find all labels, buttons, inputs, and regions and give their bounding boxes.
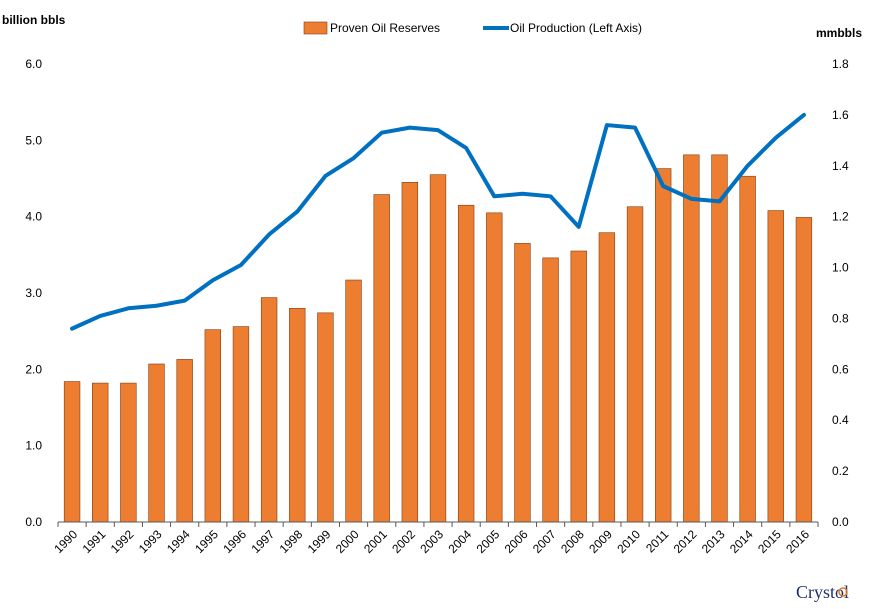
x-tick-label: 1990 (51, 527, 80, 556)
x-tick-label: 2004 (445, 527, 474, 556)
x-tick-label: 2014 (727, 527, 756, 556)
right-tick-label: 0.2 (832, 464, 849, 478)
bar (92, 382, 109, 523)
left-tick-label: 6.0 (25, 57, 42, 71)
bar (317, 312, 334, 523)
right-tick-label: 0.0 (832, 515, 849, 529)
production-line (70, 112, 806, 331)
bar (345, 279, 362, 523)
x-tick-label: 2008 (558, 527, 587, 556)
bar (148, 363, 165, 523)
bar (289, 307, 306, 523)
bar (542, 257, 559, 523)
left-tick-label: 1.0 (25, 439, 42, 453)
right-tick-label: 0.4 (832, 413, 849, 427)
x-tick-label: 2001 (361, 527, 390, 556)
bar (711, 154, 728, 523)
bar (401, 182, 419, 523)
bar (457, 204, 475, 523)
bar (654, 168, 672, 523)
x-tick-label: 1993 (136, 527, 165, 556)
x-tick-label: 2012 (671, 527, 700, 556)
right-tick-label: 1.8 (832, 57, 849, 71)
x-tick-label: 2000 (333, 527, 362, 556)
bar (232, 326, 250, 523)
x-tick-label: 1991 (80, 527, 109, 556)
x-tick-label: 1997 (248, 527, 277, 556)
x-tick-label: 2009 (586, 527, 615, 556)
bar (739, 175, 756, 523)
x-tick-label: 1996 (220, 527, 249, 556)
bar (598, 232, 616, 523)
bar (626, 206, 644, 523)
x-tick-label: 2005 (474, 527, 503, 556)
right-tick-label: 1.4 (832, 159, 849, 173)
x-tick-label: 2010 (614, 527, 643, 556)
x-tick-label: 2003 (417, 527, 446, 556)
left-tick-label: 5.0 (25, 133, 42, 147)
legend-label-reserves: Proven Oil Reserves (330, 21, 440, 35)
bar (514, 243, 531, 523)
right-tick-label: 0.8 (832, 311, 849, 325)
x-tick-label: 1995 (192, 527, 221, 556)
plot-area: 1990 1991 1992 1993 1994 1995 1996 1997 1998 1999… (25, 57, 849, 556)
left-tick-label: 3.0 (25, 286, 42, 300)
x-tick-label: 1994 (164, 527, 193, 556)
bar (204, 329, 221, 523)
x-tick-label: 1998 (277, 527, 306, 556)
legend: Proven Oil Reserves Oil Production (Left… (303, 21, 642, 35)
bar (373, 194, 390, 523)
x-tick-label: 2011 (643, 527, 671, 555)
left-tick-label: 0.0 (25, 515, 42, 529)
bar (795, 217, 813, 523)
x-tick-label: 1992 (108, 527, 137, 556)
x-tick-label: 2006 (502, 527, 531, 556)
bar (683, 154, 700, 523)
x-tick-label: 2016 (783, 527, 812, 556)
right-tick-label: 1.0 (832, 261, 849, 275)
bar (570, 250, 587, 523)
left-tick-label: 2.0 (25, 362, 42, 376)
bar (120, 382, 137, 523)
bar (63, 381, 81, 523)
brand-text: Crystol (796, 582, 849, 602)
logo-swirl-icon (838, 587, 848, 597)
right-tick-label: 0.6 (832, 362, 849, 376)
x-tick-label: 2015 (755, 527, 784, 556)
right-tick-label: 1.2 (832, 210, 849, 224)
x-tick-label: 2013 (699, 527, 728, 556)
bar (767, 210, 784, 523)
bar (176, 359, 193, 523)
x-tick-label: 1999 (305, 527, 334, 556)
bar (429, 174, 447, 523)
brand-logo: Crystol (796, 582, 849, 602)
left-axis-unit: billion bbls (2, 13, 66, 27)
x-tick-label: 2007 (530, 527, 559, 556)
bar (260, 297, 278, 523)
legend-swatch-reserves (303, 21, 328, 35)
right-tick-label: 1.6 (832, 108, 849, 122)
x-tick-label: 2002 (389, 527, 418, 556)
left-tick-label: 4.0 (25, 210, 42, 224)
bar (486, 212, 503, 523)
legend-label-production: Oil Production (Left Axis) (510, 21, 642, 35)
right-axis-unit: mmbbls (816, 26, 862, 40)
